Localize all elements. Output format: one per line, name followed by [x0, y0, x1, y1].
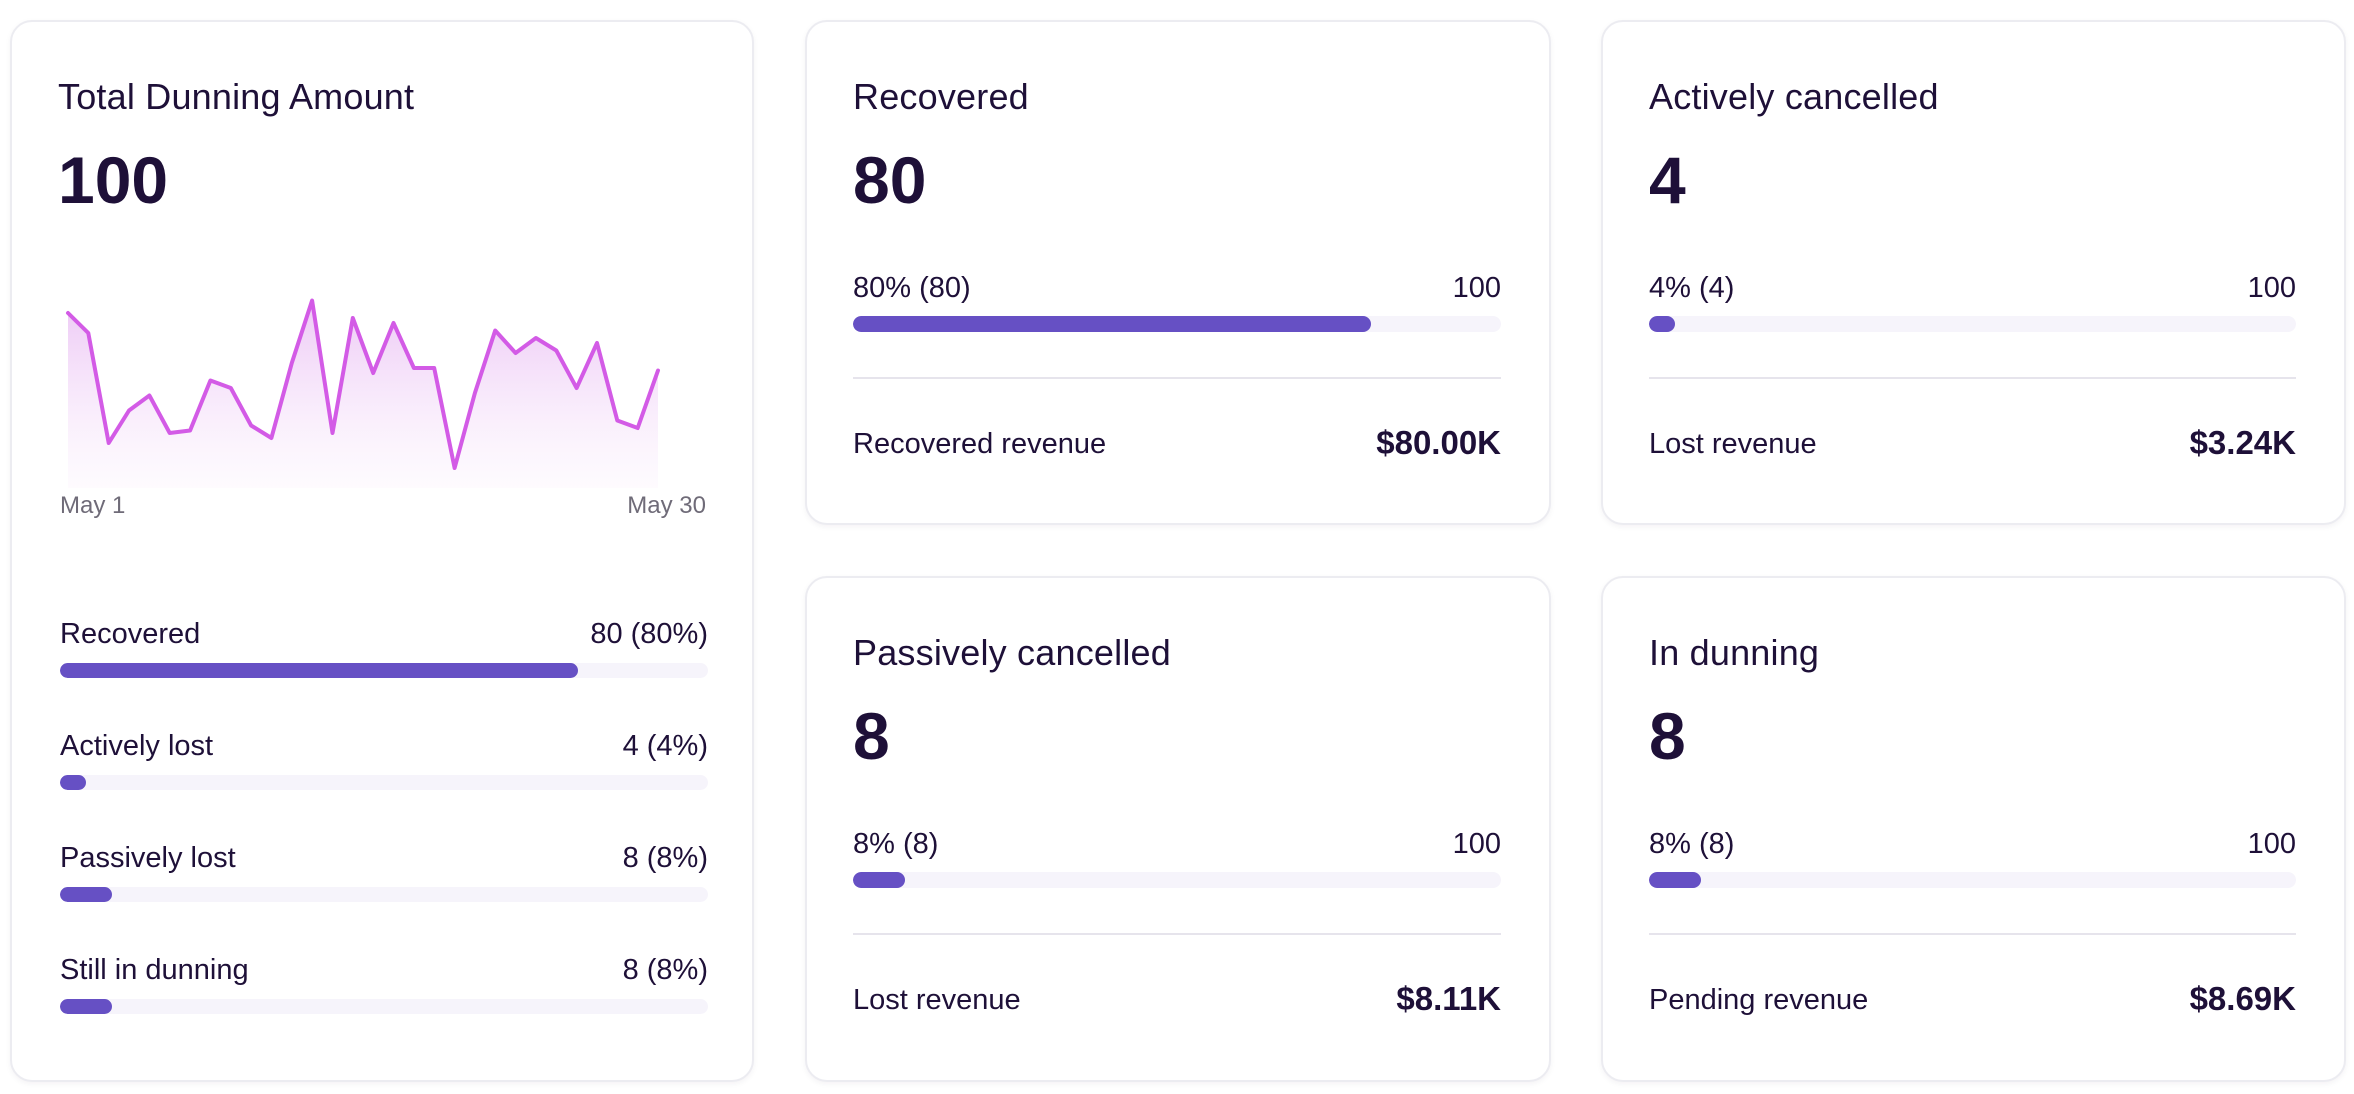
footer-label: Recovered revenue: [853, 428, 1107, 460]
footer-label: Lost revenue: [853, 984, 1021, 1016]
progress-track: [60, 775, 708, 790]
breakdown-label: Actively lost: [60, 730, 214, 762]
card-value: 4: [1649, 143, 1686, 217]
progress-fill: [60, 887, 112, 902]
progress-fill: [60, 999, 112, 1014]
footer-value: $8.69K: [2189, 980, 2296, 1017]
chart-x-end-label: May 30: [627, 492, 706, 519]
in-dunning-card: In dunning 8 8% (8) 100 Pending revenue …: [1601, 576, 2346, 1082]
breakdown-label: Recovered: [60, 618, 201, 650]
sparkline-area: [68, 300, 658, 488]
progress-fill: [853, 872, 905, 888]
card-value: 8: [853, 699, 890, 773]
recovered-card: Recovered 80 80% (80) 100 Recovered reve…: [805, 20, 1551, 525]
progress-track: [853, 316, 1501, 332]
sparkline-series: [66, 298, 660, 470]
footer-value: $80.00K: [1376, 424, 1501, 461]
breakdown-row-passively-lost: Passively lost 8 (8%): [60, 842, 708, 902]
progress-track: [1649, 316, 2296, 332]
metric-progress: 4% (4) 100: [1649, 272, 2296, 332]
metric-progress: 8% (8) 100: [853, 828, 1501, 888]
card-title: Recovered: [853, 76, 1029, 117]
progress-label: 80% (80): [853, 272, 971, 304]
progress-fill: [60, 663, 579, 678]
breakdown-row-still-in-dunning: Still in dunning 8 (8%): [60, 954, 708, 1014]
progress-max: 100: [2247, 828, 2296, 860]
card-title: Total Dunning Amount: [58, 76, 415, 117]
progress-track: [1649, 872, 2296, 888]
breakdown-row-recovered: Recovered 80 (80%): [60, 618, 708, 678]
metric-progress: 8% (8) 100: [1649, 828, 2296, 888]
breakdown-value: 80 (80%): [590, 618, 708, 650]
divider: [853, 933, 1501, 935]
progress-max: 100: [1452, 828, 1501, 860]
progress-max: 100: [1452, 272, 1501, 304]
footer-label: Pending revenue: [1649, 984, 1869, 1016]
card-value: 80: [853, 143, 927, 217]
progress-label: 8% (8): [1649, 828, 1735, 860]
footer-label: Lost revenue: [1649, 428, 1817, 460]
progress-label: 4% (4): [1649, 272, 1735, 304]
passively-cancelled-card: Passively cancelled 8 8% (8) 100 Lost re…: [805, 576, 1551, 1082]
progress-fill: [1649, 872, 1701, 888]
divider: [1649, 377, 2296, 379]
progress-track: [60, 999, 708, 1014]
card-title: In dunning: [1649, 632, 1820, 673]
progress-track: [60, 887, 708, 902]
progress-label: 8% (8): [853, 828, 939, 860]
card-title: Actively cancelled: [1649, 76, 1939, 117]
breakdown-row-actively-lost: Actively lost 4 (4%): [60, 730, 708, 790]
dunning-sparkline-chart: [66, 298, 660, 488]
progress-fill: [60, 775, 86, 790]
total-dunning-card: Total Dunning Amount 100 May 1 May 30 Re…: [10, 20, 754, 1082]
divider: [853, 377, 1501, 379]
card-value: 100: [58, 143, 169, 217]
progress-max: 100: [2247, 272, 2296, 304]
metric-progress: 80% (80) 100: [853, 272, 1501, 332]
breakdown-label: Passively lost: [60, 842, 236, 874]
card-title: Passively cancelled: [853, 632, 1171, 673]
progress-track: [60, 663, 708, 678]
breakdown-value: 8 (8%): [622, 842, 708, 874]
breakdown-value: 8 (8%): [622, 954, 708, 986]
breakdown-label: Still in dunning: [60, 954, 249, 986]
progress-fill: [1649, 316, 1675, 332]
progress-track: [853, 872, 1501, 888]
progress-fill: [853, 316, 1372, 332]
footer-value: $8.11K: [1396, 980, 1501, 1017]
breakdown-value: 4 (4%): [622, 730, 708, 762]
divider: [1649, 933, 2296, 935]
actively-cancelled-card: Actively cancelled 4 4% (4) 100 Lost rev…: [1601, 20, 2346, 525]
footer-value: $3.24K: [2189, 424, 2296, 461]
chart-x-start-label: May 1: [60, 492, 126, 519]
card-value: 8: [1649, 699, 1686, 773]
